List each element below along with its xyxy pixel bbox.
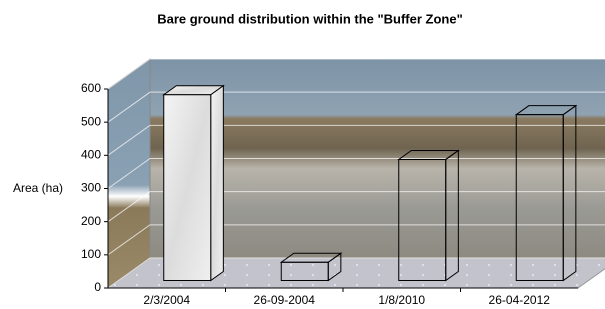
y-tick-label: 400	[81, 148, 101, 162]
x-tick-label: 2/3/2004	[143, 293, 190, 307]
y-tick-label: 200	[81, 214, 101, 228]
y-tick-label: 500	[81, 114, 101, 128]
x-tick-label: 26-09-2004	[254, 293, 316, 307]
x-tick-label: 1/8/2010	[378, 293, 425, 307]
bar-side	[211, 86, 224, 281]
chart-title: Bare ground distribution within the "Buf…	[157, 11, 463, 26]
chart: Bare ground distribution within the "Buf…	[0, 0, 605, 309]
y-tick-label: 300	[81, 181, 101, 195]
y-tick-label: 100	[81, 247, 101, 261]
y-tick-label: 600	[81, 81, 101, 95]
bar	[164, 95, 211, 281]
x-tick-label: 26-04-2012	[489, 293, 551, 307]
y-axis-label: Area (ha)	[13, 181, 63, 195]
y-tick-label: 0	[94, 280, 101, 294]
